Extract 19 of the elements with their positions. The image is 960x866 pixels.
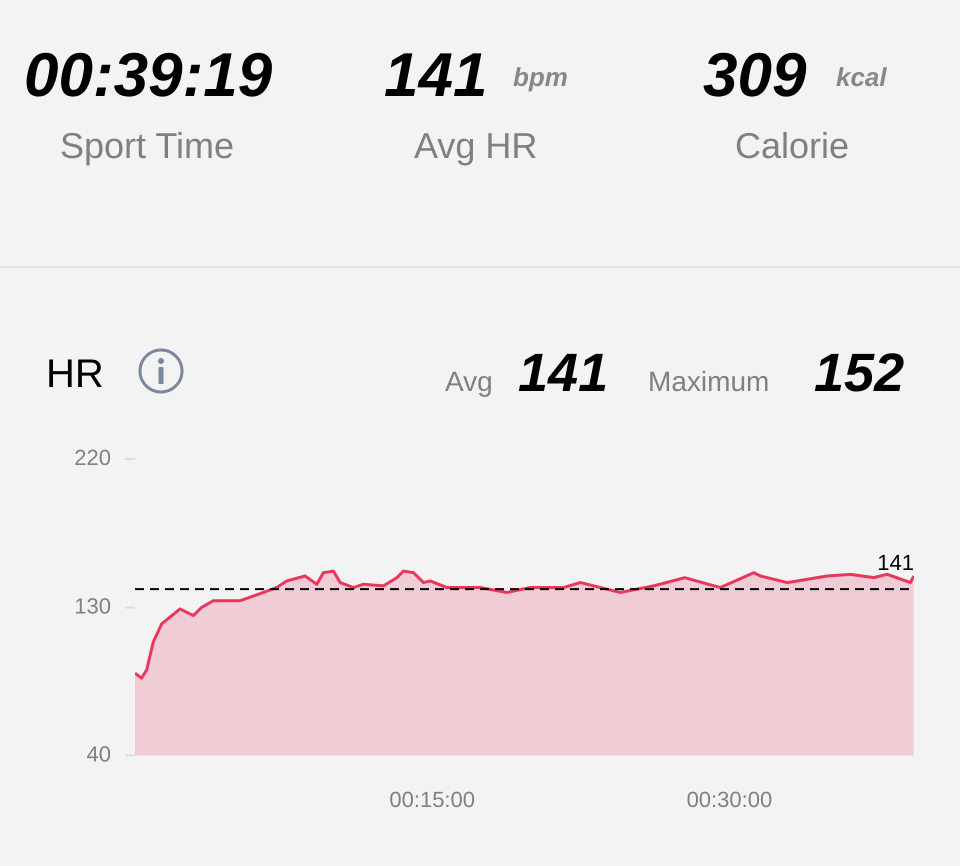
chart-title: HR — [46, 352, 104, 397]
text: 00:39:19 — [24, 40, 272, 111]
text: 141 — [384, 40, 488, 111]
text: Avg HR — [414, 125, 538, 167]
text: Maximum — [648, 366, 770, 398]
y-tick-label: 130 — [74, 593, 111, 618]
text: Avg — [445, 366, 493, 398]
text: 152 — [814, 342, 904, 404]
x-tick-label: 00:15:00 — [389, 786, 476, 812]
text: Sport Time — [60, 125, 234, 167]
y-tick-label: 220 — [74, 445, 111, 470]
text: kcal — [836, 62, 887, 93]
x-tick-label: 00:30:00 — [686, 786, 772, 812]
y-tick-label: 40 — [86, 742, 111, 767]
text: 309 — [703, 40, 806, 111]
text: 141 — [518, 342, 608, 404]
text: bpm — [513, 62, 568, 93]
ref-line-label: 141 — [877, 550, 914, 576]
text: Calorie — [735, 125, 850, 167]
